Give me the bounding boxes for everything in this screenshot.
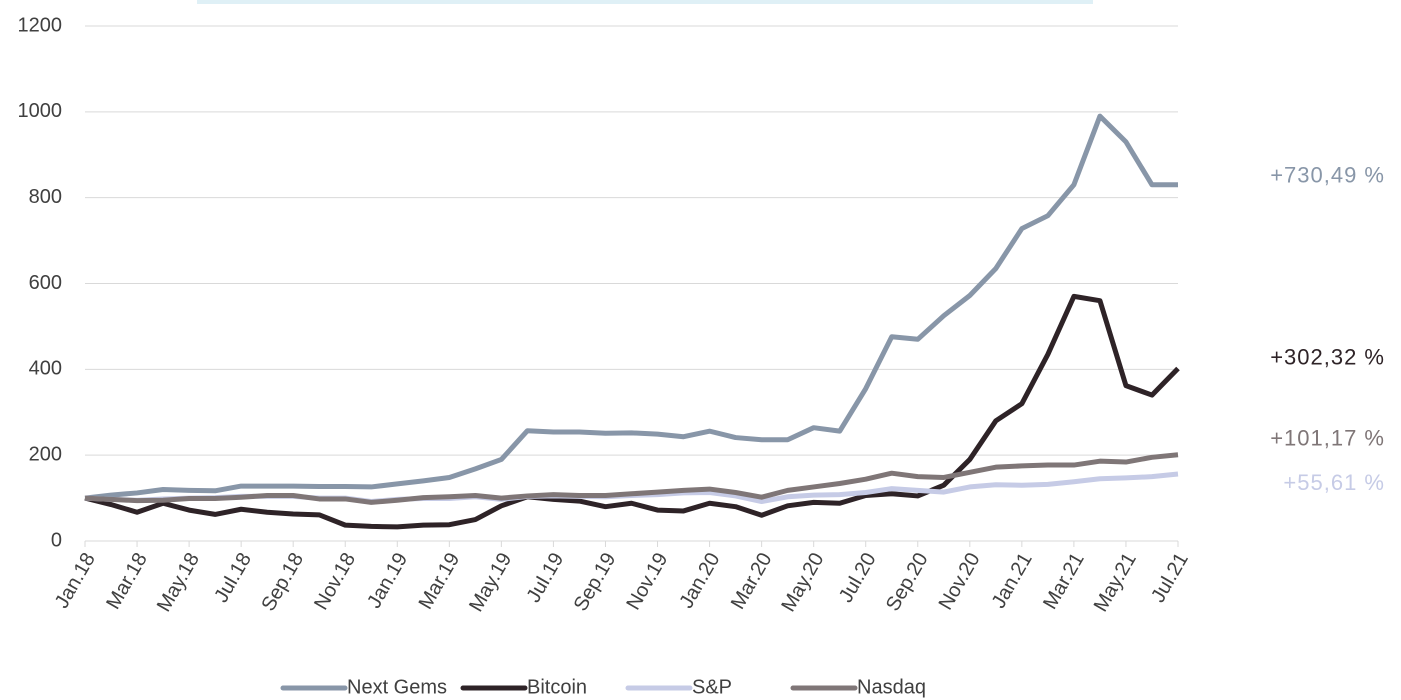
y-tick-label: 800 (29, 186, 62, 208)
y-tick-label: 600 (29, 272, 62, 294)
x-tick-label: Sep.18 (257, 549, 308, 615)
x-tick-label: May.21 (1090, 549, 1141, 616)
x-tick-label: Nov.20 (935, 549, 985, 614)
end-label: +101,17 % (1270, 426, 1385, 451)
x-tick-label: Jan.21 (988, 549, 1037, 612)
end-label: +730,49 % (1270, 163, 1385, 188)
x-tick-label: Nov.19 (622, 549, 672, 614)
legend-label: S&P (692, 676, 732, 698)
x-tick-label: Jan.20 (675, 549, 724, 612)
legend-label: Nasdaq (857, 676, 926, 698)
series-line (84, 113, 1178, 501)
y-tick-label: 400 (29, 358, 62, 380)
x-tick-label: Jul.20 (835, 549, 881, 606)
y-tick-label: 200 (29, 443, 62, 465)
y-tick-label: 0 (51, 529, 62, 551)
x-tick-label: Jan.18 (51, 549, 100, 612)
x-tick-label: Jul.21 (1147, 549, 1193, 606)
x-tick-label: Jan.19 (363, 549, 412, 612)
x-tick-label: Mar.19 (415, 549, 465, 613)
x-tick-label: Jul.19 (523, 549, 569, 606)
x-tick-label: Sep.19 (570, 549, 621, 615)
header-box (197, 0, 1093, 4)
end-label: +302,32 % (1270, 344, 1385, 369)
x-tick-label: May.18 (153, 549, 204, 616)
x-tick-label: Nov.18 (310, 549, 360, 614)
x-tick-label: Mar.21 (1039, 549, 1089, 613)
legend-label: Next Gems (347, 676, 447, 698)
x-tick-label: Jul.18 (210, 549, 256, 606)
x-tick-label: Mar.20 (727, 549, 777, 613)
x-tick-label: Sep.20 (882, 549, 933, 615)
y-tick-label: 1000 (18, 100, 63, 122)
x-tick-label: May.20 (777, 549, 828, 616)
x-tick-label: May.19 (465, 549, 516, 616)
series-line (84, 452, 1179, 505)
y-tick-label: 1200 (18, 14, 63, 36)
end-label: +55,61 % (1283, 470, 1385, 495)
x-tick-label: Mar.18 (102, 549, 152, 613)
series-line (84, 293, 1180, 530)
legend-label: Bitcoin (527, 676, 587, 698)
